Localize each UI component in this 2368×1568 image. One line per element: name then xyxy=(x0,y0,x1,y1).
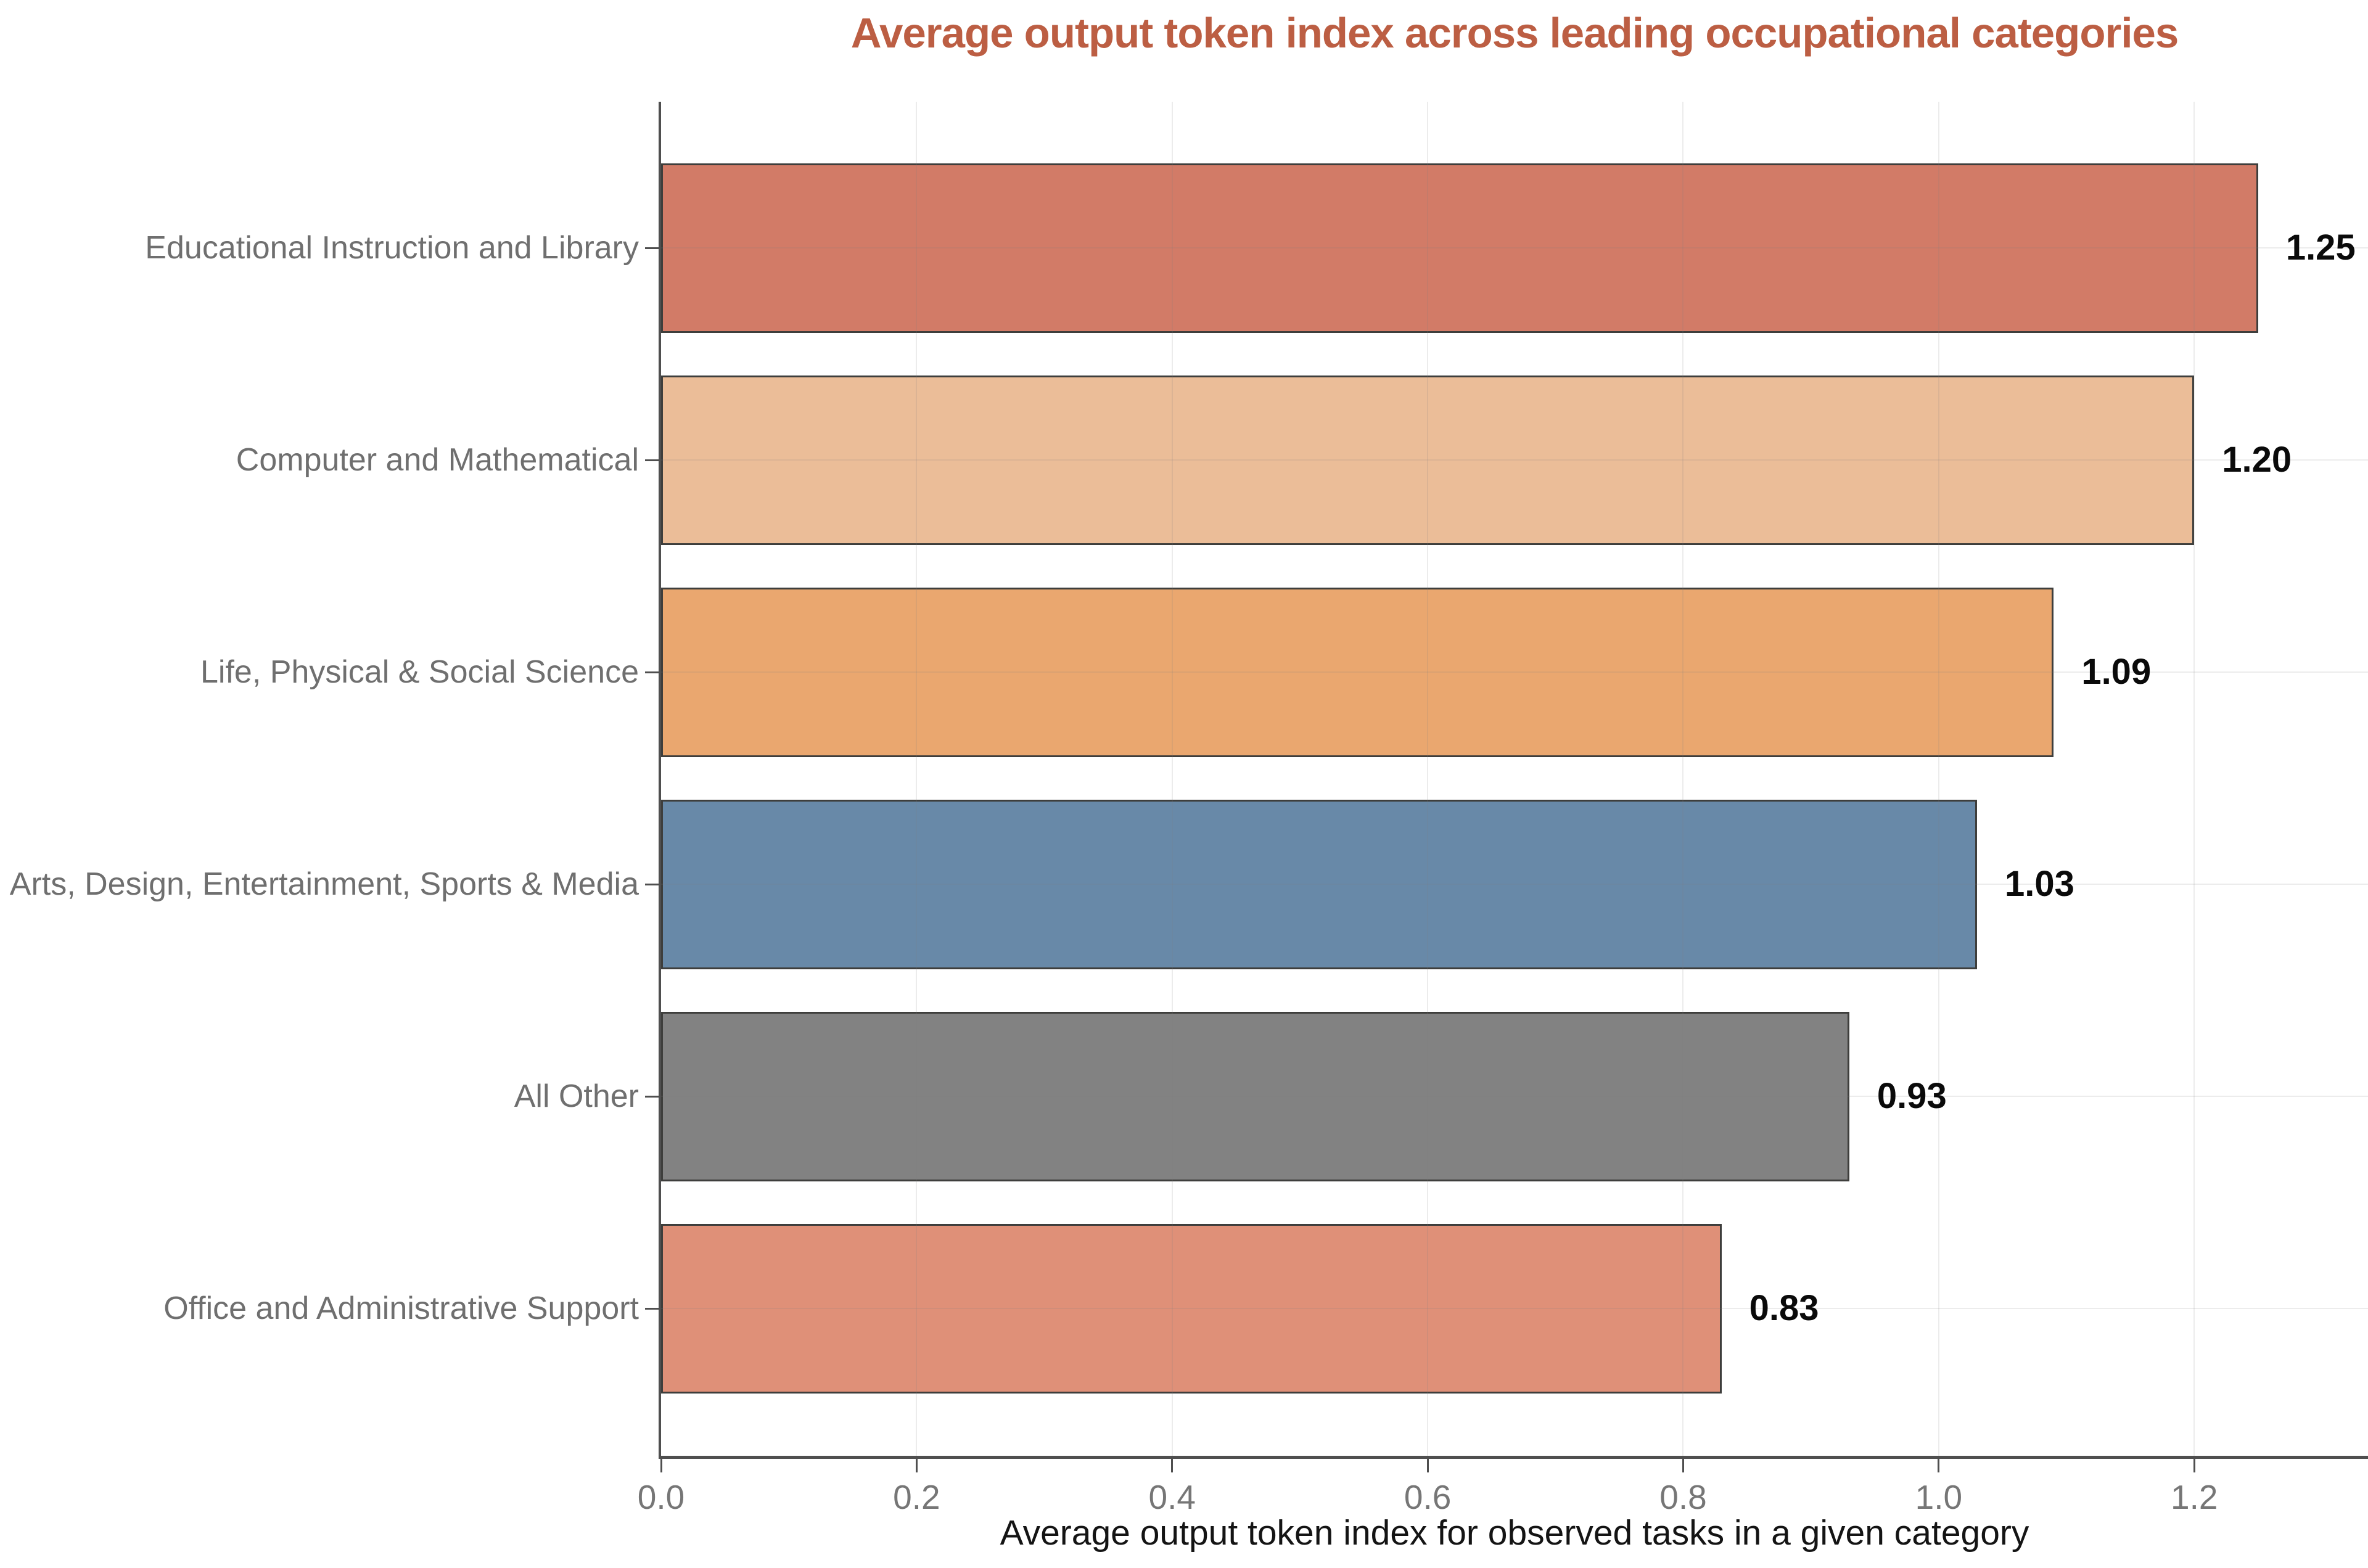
bar-4 xyxy=(661,1011,1849,1181)
y-tick-mark xyxy=(645,459,660,461)
x-tick-mark xyxy=(2193,1459,2195,1472)
y-tick-mark xyxy=(645,1307,660,1310)
bar-0 xyxy=(661,163,2258,333)
bar-value-label: 1.09 xyxy=(2081,652,2152,692)
bar-value-label: 1.03 xyxy=(2005,864,2074,904)
x-axis-title: Average output token index for observed … xyxy=(1000,1513,2029,1553)
h-gridline xyxy=(661,247,2368,248)
h-gridline xyxy=(661,459,2368,461)
bar-3 xyxy=(661,799,1977,969)
x-tick-mark xyxy=(660,1459,662,1472)
x-tick-label: 0.6 xyxy=(1404,1478,1452,1516)
v-gridline xyxy=(1427,102,1429,1456)
plot-area: 1.25 1.20 1.09 1.03 0.93 0.83 xyxy=(661,102,2368,1456)
y-tick-mark xyxy=(645,883,660,885)
h-gridline xyxy=(661,1096,2368,1097)
category-label: Life, Physical & Social Science xyxy=(200,654,639,690)
category-label: Educational Instruction and Library xyxy=(145,230,639,266)
x-tick-mark xyxy=(1426,1459,1429,1472)
h-gridline xyxy=(661,671,2368,673)
x-tick-label: 0.8 xyxy=(1659,1478,1707,1516)
category-label: Arts, Design, Entertainment, Sports & Me… xyxy=(9,866,639,902)
y-tick-mark xyxy=(645,1095,660,1098)
category-label: Office and Administrative Support xyxy=(163,1291,639,1326)
h-gridline xyxy=(661,884,2368,885)
category-label: Computer and Mathematical xyxy=(236,442,639,478)
x-tick-label: 0.0 xyxy=(637,1478,685,1516)
chart-title: Average output token index across leadin… xyxy=(850,9,2179,57)
x-axis-line xyxy=(659,1456,2368,1459)
bar-value-label: 1.20 xyxy=(2222,440,2292,480)
x-tick-label: 1.0 xyxy=(1915,1478,1963,1516)
bar-5 xyxy=(661,1223,1722,1394)
bar-1 xyxy=(661,375,2195,545)
v-gridline xyxy=(916,102,918,1456)
y-tick-mark xyxy=(645,247,660,249)
v-gridline xyxy=(1682,102,1684,1456)
x-tick-mark xyxy=(1938,1459,1940,1472)
x-tick-mark xyxy=(1171,1459,1174,1472)
v-gridline xyxy=(1938,102,1939,1456)
bar-value-label: 0.93 xyxy=(1877,1076,1947,1116)
x-tick-label: 1.2 xyxy=(2170,1478,2218,1516)
bar-value-label: 0.83 xyxy=(1749,1288,1819,1328)
bar-value-label: 1.25 xyxy=(2285,228,2356,268)
v-gridline xyxy=(1171,102,1173,1456)
x-tick-label: 0.2 xyxy=(893,1478,940,1516)
bar-2 xyxy=(661,587,2054,757)
category-label: All Other xyxy=(514,1078,639,1114)
v-gridline xyxy=(2193,102,2195,1456)
y-axis-line xyxy=(659,102,661,1459)
x-tick-mark xyxy=(915,1459,918,1472)
x-tick-label: 0.4 xyxy=(1148,1478,1196,1516)
x-tick-mark xyxy=(1682,1459,1684,1472)
y-tick-mark xyxy=(645,671,660,673)
h-gridline xyxy=(661,1308,2368,1309)
